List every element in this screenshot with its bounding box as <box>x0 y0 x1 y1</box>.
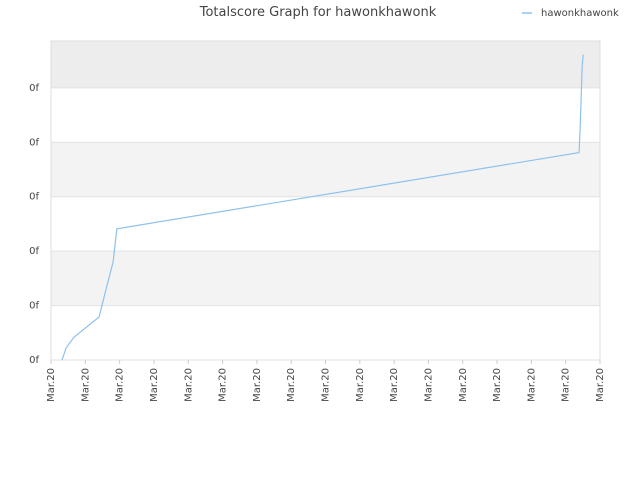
plot-background <box>50 40 601 361</box>
grid-band <box>51 41 600 88</box>
x-tick-label: Mar.20 <box>458 368 469 402</box>
y-tick-label: 0f <box>29 192 39 203</box>
x-tick-label: Mar.20 <box>526 368 537 402</box>
x-tick-label: Mar.20 <box>561 368 572 402</box>
x-tick-label: Mar.20 <box>149 368 160 402</box>
grid-band <box>51 251 600 306</box>
grid-band <box>51 142 600 197</box>
legend-label: hawonkhawonk <box>541 8 619 19</box>
x-tick-label: Mar.20 <box>218 368 229 402</box>
y-tick-label: 0f <box>29 137 39 148</box>
x-tick-label: Mar.20 <box>321 368 332 402</box>
x-tick-label: Mar.20 <box>252 368 263 402</box>
y-tick-label: 0f <box>29 246 39 257</box>
x-tick-label: Mar.20 <box>355 368 366 402</box>
x-tick-label: Mar.20 <box>492 368 503 402</box>
x-tick-label: Mar.20 <box>595 368 606 402</box>
x-tick-label: Mar.20 <box>115 368 126 402</box>
grid-band <box>51 305 600 360</box>
x-tick-label: Mar.20 <box>183 368 194 402</box>
x-tick-label: Mar.20 <box>80 368 91 402</box>
line-series <box>61 54 584 361</box>
x-tick-label: Mar.20 <box>389 368 400 402</box>
x-tick-label: Mar.20 <box>46 368 57 402</box>
grid-band <box>51 196 600 252</box>
y-tick-label: 0f <box>29 301 39 312</box>
grid-band <box>51 87 600 143</box>
chart-title: Totalscore Graph for hawonkhawonk <box>199 5 437 20</box>
x-tick-label: Mar.20 <box>423 368 434 402</box>
y-tick-label: 0f <box>29 355 39 366</box>
x-tick-label: Mar.20 <box>286 368 297 402</box>
y-tick-label: 0f <box>29 83 39 94</box>
